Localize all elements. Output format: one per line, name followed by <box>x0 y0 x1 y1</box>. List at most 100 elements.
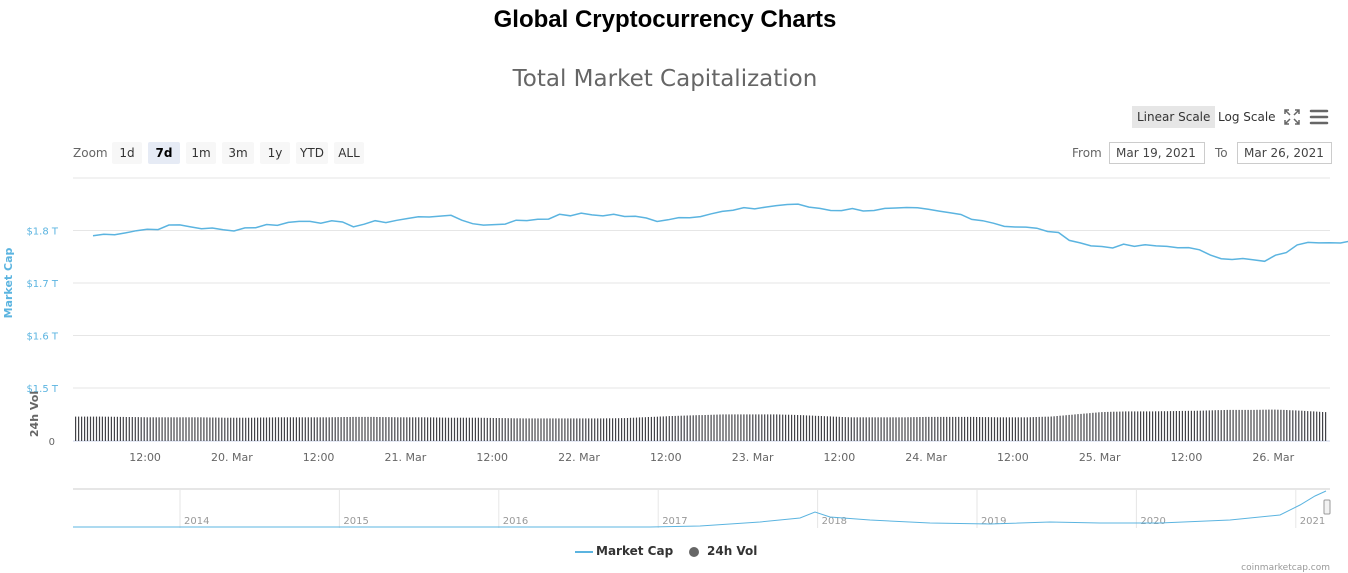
volume-bar <box>823 416 825 441</box>
volume-bar <box>349 417 351 441</box>
volume-bar <box>331 417 333 441</box>
volume-bar <box>1280 409 1282 441</box>
volume-bar <box>1268 409 1270 441</box>
zoom-7d-button[interactable]: 7d <box>148 142 180 164</box>
volume-bar <box>334 417 336 441</box>
zoom-1d-button[interactable]: 1d <box>112 142 142 164</box>
navigator-year-label: 2020 <box>1140 516 1165 527</box>
volume-bar <box>1163 411 1166 441</box>
volume-bar <box>307 417 309 441</box>
legend[interactable] <box>575 547 699 557</box>
zoom-ytd-button[interactable]: YTD <box>296 142 328 164</box>
volume-bar <box>239 417 241 441</box>
volume-bar <box>1089 413 1091 441</box>
volume-bar <box>191 417 193 441</box>
volume-bar <box>1271 409 1273 441</box>
volume-bar <box>125 417 127 441</box>
x-tick-label: 12:00 <box>997 451 1029 464</box>
volume-bar <box>958 416 960 441</box>
menu-icon[interactable] <box>1309 108 1329 126</box>
volume-bar <box>1134 411 1136 441</box>
volume-bar <box>811 415 814 441</box>
to-date-input[interactable]: Mar 26, 2021 <box>1237 142 1332 164</box>
volume-bar <box>1196 410 1198 441</box>
market-cap-line <box>92 203 1348 263</box>
navigator-range-handle[interactable] <box>1323 499 1331 515</box>
volume-bar <box>576 418 578 441</box>
log-scale-button[interactable]: Log Scale <box>1218 110 1276 124</box>
volume-bar <box>961 416 963 441</box>
volume-bar <box>1086 413 1088 441</box>
volume-bar <box>227 417 229 441</box>
volume-bar <box>555 418 557 441</box>
volume-bar <box>373 416 375 441</box>
volume-bar <box>710 414 712 441</box>
volume-bar <box>1199 410 1201 441</box>
volume-bar <box>1116 411 1118 441</box>
volume-bar <box>641 417 643 441</box>
volume-bar <box>1160 411 1163 441</box>
from-date-input[interactable]: Mar 19, 2021 <box>1109 142 1205 164</box>
volume-bar <box>1125 411 1127 441</box>
volume-bar <box>984 417 987 441</box>
volume-bar <box>1131 411 1133 441</box>
zoom-1m-button[interactable]: 1m <box>186 142 216 164</box>
volume-bar <box>928 416 930 441</box>
legend-market-cap[interactable]: Market Cap <box>596 544 674 558</box>
volume-bar <box>104 416 106 441</box>
volume-bar <box>337 417 339 441</box>
volume-bar <box>185 417 187 441</box>
volume-bar <box>1301 410 1303 441</box>
x-tick-label: 12:00 <box>129 451 161 464</box>
volume-bar <box>236 417 238 441</box>
volume-bar <box>558 418 560 441</box>
zoom-1y-button[interactable]: 1y <box>260 142 290 164</box>
legend-volume[interactable]: 24h Vol <box>707 544 758 558</box>
volume-bar <box>1169 411 1172 441</box>
fullscreen-icon[interactable] <box>1283 108 1301 126</box>
volume-bar <box>967 416 969 441</box>
volume-bar <box>695 415 697 441</box>
volume-bar <box>510 418 512 441</box>
volume-bar <box>1110 411 1112 441</box>
zoom-all-button[interactable]: ALL <box>334 142 364 164</box>
volume-bar <box>659 416 661 441</box>
volume-bar <box>1214 410 1216 441</box>
market-cap-tick-label: $1.8 T <box>26 227 58 238</box>
volume-bar <box>254 417 256 441</box>
volume-bar <box>1310 411 1312 441</box>
volume-bar <box>75 416 77 441</box>
volume-bar <box>1158 411 1160 441</box>
volume-bar <box>1250 409 1252 441</box>
volume-bar <box>1062 415 1064 441</box>
volume-bar <box>1098 412 1100 441</box>
volume-bar <box>200 417 202 441</box>
page-title: Global Cryptocurrency Charts <box>493 6 837 33</box>
volume-bar <box>283 417 285 441</box>
volume-bar <box>987 417 990 441</box>
volume-bar <box>251 417 253 441</box>
volume-bar <box>606 418 608 441</box>
volume-bar <box>1259 409 1261 441</box>
volume-bar <box>686 415 688 441</box>
volume-bar <box>934 416 936 441</box>
volume-bar <box>1244 409 1246 441</box>
volume-bar <box>194 417 196 441</box>
linear-scale-button[interactable]: Linear Scale <box>1132 106 1216 128</box>
volume-bar <box>740 414 742 441</box>
volume-bar <box>1053 416 1055 441</box>
volume-bar <box>230 417 232 441</box>
volume-bar <box>376 417 378 441</box>
volume-bar <box>949 416 951 441</box>
volume-bar <box>853 417 855 441</box>
navigator[interactable]: 2014 2015 2016 2017 2018 2019 2020 2021 <box>73 488 1331 528</box>
volume-bar <box>788 414 790 441</box>
from-label: From <box>1072 146 1102 160</box>
volume-bar <box>84 416 86 441</box>
zoom-3m-button[interactable]: 3m <box>222 142 254 164</box>
volume-bar <box>907 417 909 441</box>
volume-bar <box>179 417 181 441</box>
volume-bar <box>880 417 882 441</box>
volume-bar <box>122 416 124 441</box>
volume-bar <box>728 414 730 441</box>
